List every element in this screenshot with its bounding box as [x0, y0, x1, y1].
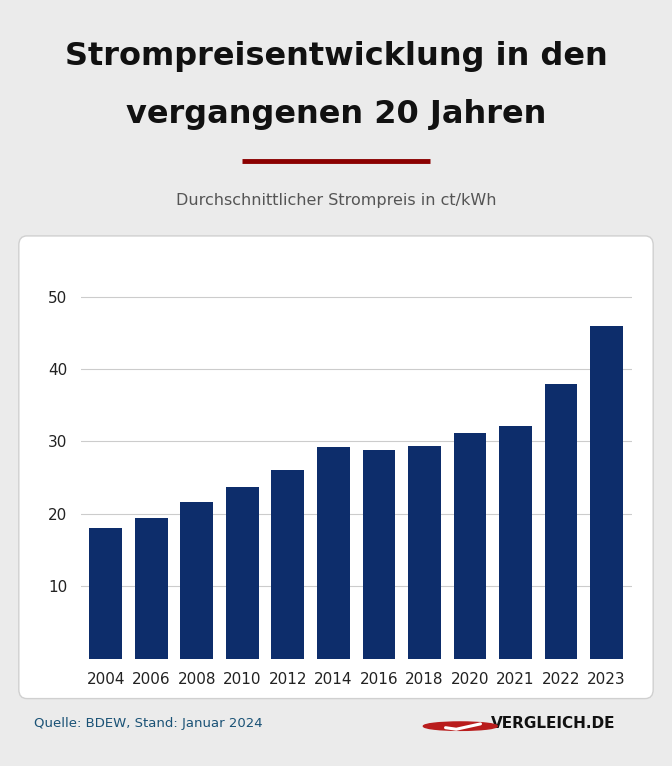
Bar	[271, 470, 304, 659]
Bar	[545, 384, 577, 659]
Text: Quelle: BDEW, Stand: Januar 2024: Quelle: BDEW, Stand: Januar 2024	[34, 718, 262, 730]
Bar	[362, 450, 395, 659]
Bar	[590, 326, 623, 659]
Circle shape	[423, 722, 497, 731]
Bar	[317, 447, 350, 659]
Bar	[89, 529, 122, 659]
Text: vergangenen 20 Jahren: vergangenen 20 Jahren	[126, 99, 546, 129]
Bar	[408, 446, 441, 659]
Text: Durchschnittlicher Strompreis in ct/kWh: Durchschnittlicher Strompreis in ct/kWh	[176, 193, 496, 208]
Text: Strompreisentwicklung in den: Strompreisentwicklung in den	[65, 41, 607, 72]
Bar	[180, 502, 213, 659]
Bar	[454, 433, 487, 659]
Bar	[499, 427, 532, 659]
Text: VERGLEICH.DE: VERGLEICH.DE	[491, 716, 615, 732]
Bar	[226, 487, 259, 659]
Bar	[135, 518, 167, 659]
